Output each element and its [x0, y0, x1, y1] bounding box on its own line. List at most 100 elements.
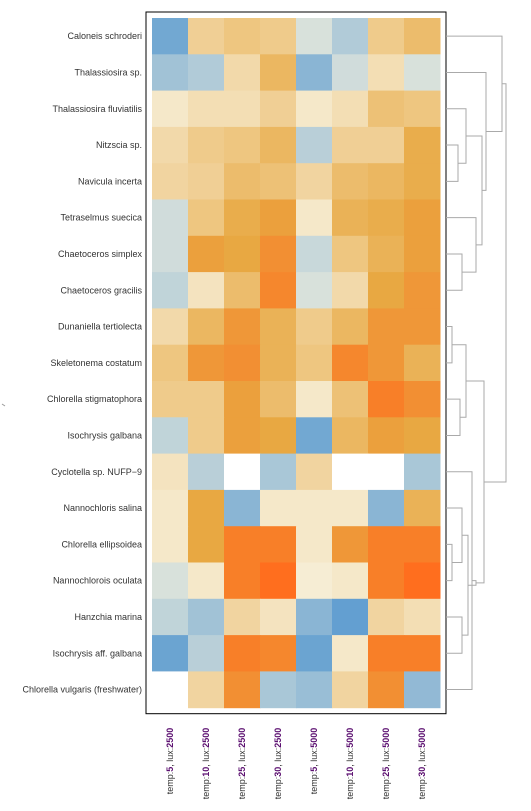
- heatmap-cell: [332, 54, 369, 92]
- heatmap-cell: [368, 235, 405, 273]
- row-label: Hanzchia marina: [74, 612, 142, 622]
- heatmap-cell: [152, 562, 189, 600]
- dendrogram-branch: [446, 616, 463, 654]
- heatmap-cell: [188, 562, 225, 600]
- heatmap-cell: [260, 272, 297, 309]
- heatmap-cell: [404, 489, 441, 527]
- heatmap-cell: [296, 235, 333, 273]
- column-label: temp:10, lux:5000: [345, 728, 355, 800]
- heatmap-cell: [368, 308, 405, 346]
- row-label: Navicula incerta: [78, 176, 142, 186]
- heatmap-cell: [404, 308, 441, 346]
- heatmap-cell: [368, 598, 405, 636]
- column-label: temp:25, lux:5000: [381, 728, 391, 800]
- heatmap-cell: [224, 598, 261, 636]
- heatmap-cell: [404, 562, 441, 600]
- column-label: temp:25, lux:2500: [237, 728, 247, 800]
- heatmap-cell: [332, 199, 369, 237]
- heatmap-cell: [368, 54, 405, 92]
- heatmap-cell: [152, 344, 189, 382]
- dendrogram-branch: [446, 35, 503, 132]
- heatmap-cell: [296, 381, 333, 418]
- heatmap-cell: [224, 344, 261, 382]
- heatmap-cell: [404, 381, 441, 418]
- heatmap-cell: [368, 489, 405, 527]
- heatmap-cell: [404, 671, 441, 709]
- heatmap-cell: [188, 671, 225, 709]
- heatmap-cell: [152, 308, 189, 346]
- column-label: temp:30, lux:2500: [273, 728, 283, 800]
- heatmap-cell: [152, 199, 189, 237]
- row-label: Chlorella vulgaris (freshwater): [22, 685, 142, 695]
- heatmap-cell: [188, 90, 225, 128]
- dendrogram-branch: [466, 380, 485, 584]
- heatmap-cell: [188, 344, 225, 382]
- heatmap-cell: [188, 526, 225, 563]
- heatmap-cell: [332, 235, 369, 273]
- heatmap-cell: [368, 90, 405, 128]
- dendrogram-branch: [446, 543, 453, 582]
- heatmap-cell: [296, 344, 333, 382]
- heatmap-cell: [332, 272, 369, 309]
- row-label: Nitzscia sp.: [96, 140, 142, 150]
- heatmap-cell: [188, 199, 225, 237]
- row-labels: Caloneis schroderi Thalassiosira sp. Thala…: [22, 31, 142, 694]
- heatmap-cell: [332, 526, 369, 563]
- heatmap-cell: [332, 381, 369, 418]
- heatmap-cell: [296, 308, 333, 346]
- dendrogram-branch: [466, 135, 483, 246]
- heatmap-cell: [224, 671, 261, 709]
- row-label: Chaetoceros simplex: [58, 249, 143, 259]
- row-label: Cyclotella sp. NUFP−9: [51, 467, 142, 477]
- heatmap-cell: [368, 272, 405, 309]
- heatmap-cell: [188, 54, 225, 92]
- heatmap-cell: [260, 417, 297, 455]
- dendrogram-branch: [462, 534, 469, 636]
- heatmap-cell: [152, 126, 189, 164]
- heatmap-cell: [404, 272, 441, 309]
- heatmap-cell: [224, 526, 261, 563]
- heatmap-cell: [260, 235, 297, 273]
- heatmap-cell: [188, 417, 225, 455]
- heatmap-cell: [368, 344, 405, 382]
- heatmap-cell: [296, 671, 333, 709]
- heatmap-cell: [152, 635, 189, 672]
- dendrogram-branch: [446, 217, 477, 273]
- heatmap-cell: [260, 381, 297, 418]
- heatmap-cell: [332, 163, 369, 200]
- heatmap-cell: [332, 126, 369, 164]
- heatmap-cell: [188, 489, 225, 527]
- row-label: Chlorella ellipsoidea: [61, 539, 142, 549]
- heatmap-cell: [368, 453, 405, 491]
- heatmap-cell: [152, 272, 189, 309]
- stray-tick: [1, 403, 6, 407]
- heatmap-cell: [188, 381, 225, 418]
- heatmap-cell: [368, 417, 405, 455]
- heatmap-cell: [260, 526, 297, 563]
- heatmap-cell: [368, 126, 405, 164]
- heatmap-cell: [152, 18, 189, 55]
- heatmap-cell: [260, 199, 297, 237]
- heatmap-cell: [404, 453, 441, 491]
- column-label: temp:5, lux:5000: [309, 728, 319, 795]
- heatmap-cell: [188, 635, 225, 672]
- heatmap-cell: [296, 453, 333, 491]
- column-labels: temp:5, lux:2500 temp:10, lux:2500 temp:25…: [165, 728, 427, 800]
- heatmap-cell: [368, 562, 405, 600]
- heatmap-cell: [224, 235, 261, 273]
- row-label: Dunaniella tertiolecta: [58, 322, 142, 332]
- heatmap-cell: [404, 54, 441, 92]
- heatmap-cell: [224, 54, 261, 92]
- heatmap-cell: [260, 562, 297, 600]
- dendrogram-branch: [446, 108, 467, 164]
- heatmap-cell: [260, 163, 297, 200]
- row-label: Skeletonema costatum: [50, 358, 142, 368]
- heatmap-cell: [224, 489, 261, 527]
- heatmap-cell: [404, 199, 441, 237]
- heatmap-cell: [152, 453, 189, 491]
- heatmap-cell: [296, 54, 333, 92]
- heatmap-cell: [260, 453, 297, 491]
- heatmap-cell: [260, 671, 297, 709]
- heatmap-cell: [260, 308, 297, 346]
